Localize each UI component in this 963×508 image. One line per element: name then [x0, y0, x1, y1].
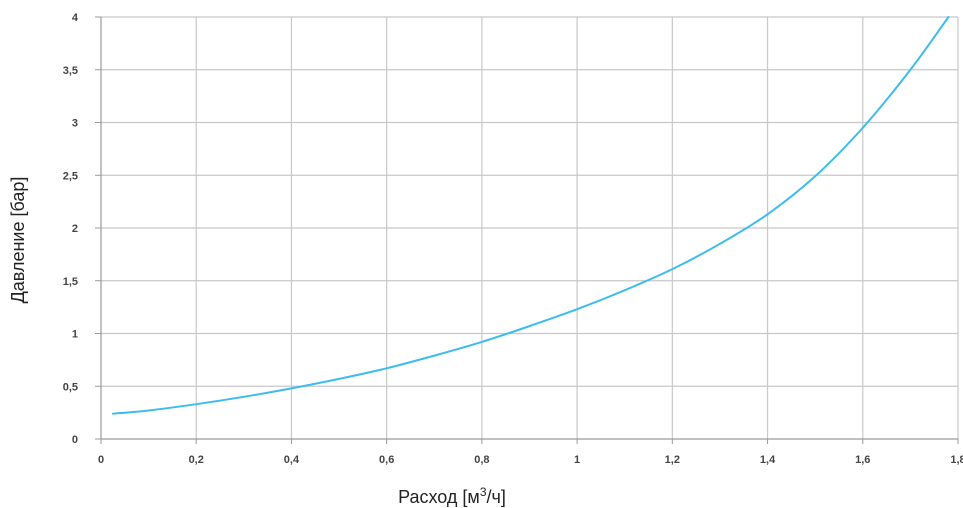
series-layer	[111, 16, 950, 415]
axes	[95, 16, 959, 444]
x-tick-label: 1,6	[855, 454, 870, 466]
y-tick-label: 3,5	[63, 65, 78, 77]
y-tick-label: 2	[72, 223, 78, 235]
x-axis-title-main: Расход [м	[398, 487, 480, 507]
x-tick-label: 0,8	[474, 454, 489, 466]
y-tick-label: 2,5	[63, 170, 78, 182]
x-tick-label: 0,6	[379, 454, 394, 466]
x-axis-title: Расход [м3/ч]	[398, 485, 506, 507]
series-line	[111, 16, 950, 415]
y-tick-label: 3	[72, 118, 78, 130]
x-tick-label: 1,8	[950, 454, 963, 466]
y-tick-label: 0,5	[63, 381, 78, 393]
x-tick-label: 0,4	[284, 454, 300, 466]
x-tick-label: 1,4	[760, 454, 776, 466]
x-axis-title-superscript: 3	[480, 485, 487, 499]
y-axis-title: Давление [бар]	[8, 177, 28, 304]
y-tick-label: 1	[72, 329, 78, 341]
y-tick-label: 4	[72, 12, 79, 24]
tick-labels: 0 0,2 0,4 0,6 0,8 1 1,2 1,4 1,6 1,8 0 0,5 1 1,5 2 2,5 3 3…	[63, 12, 963, 466]
y-tick-label: 0	[72, 434, 78, 446]
x-axis-title-unit: /ч]	[487, 487, 506, 507]
x-tick-label: 0,2	[189, 454, 204, 466]
y-tick-label: 1,5	[63, 276, 78, 288]
x-tick-label: 1,2	[665, 454, 680, 466]
x-tick-label: 0	[98, 454, 104, 466]
grid	[101, 16, 959, 439]
x-tick-label: 1	[574, 454, 580, 466]
